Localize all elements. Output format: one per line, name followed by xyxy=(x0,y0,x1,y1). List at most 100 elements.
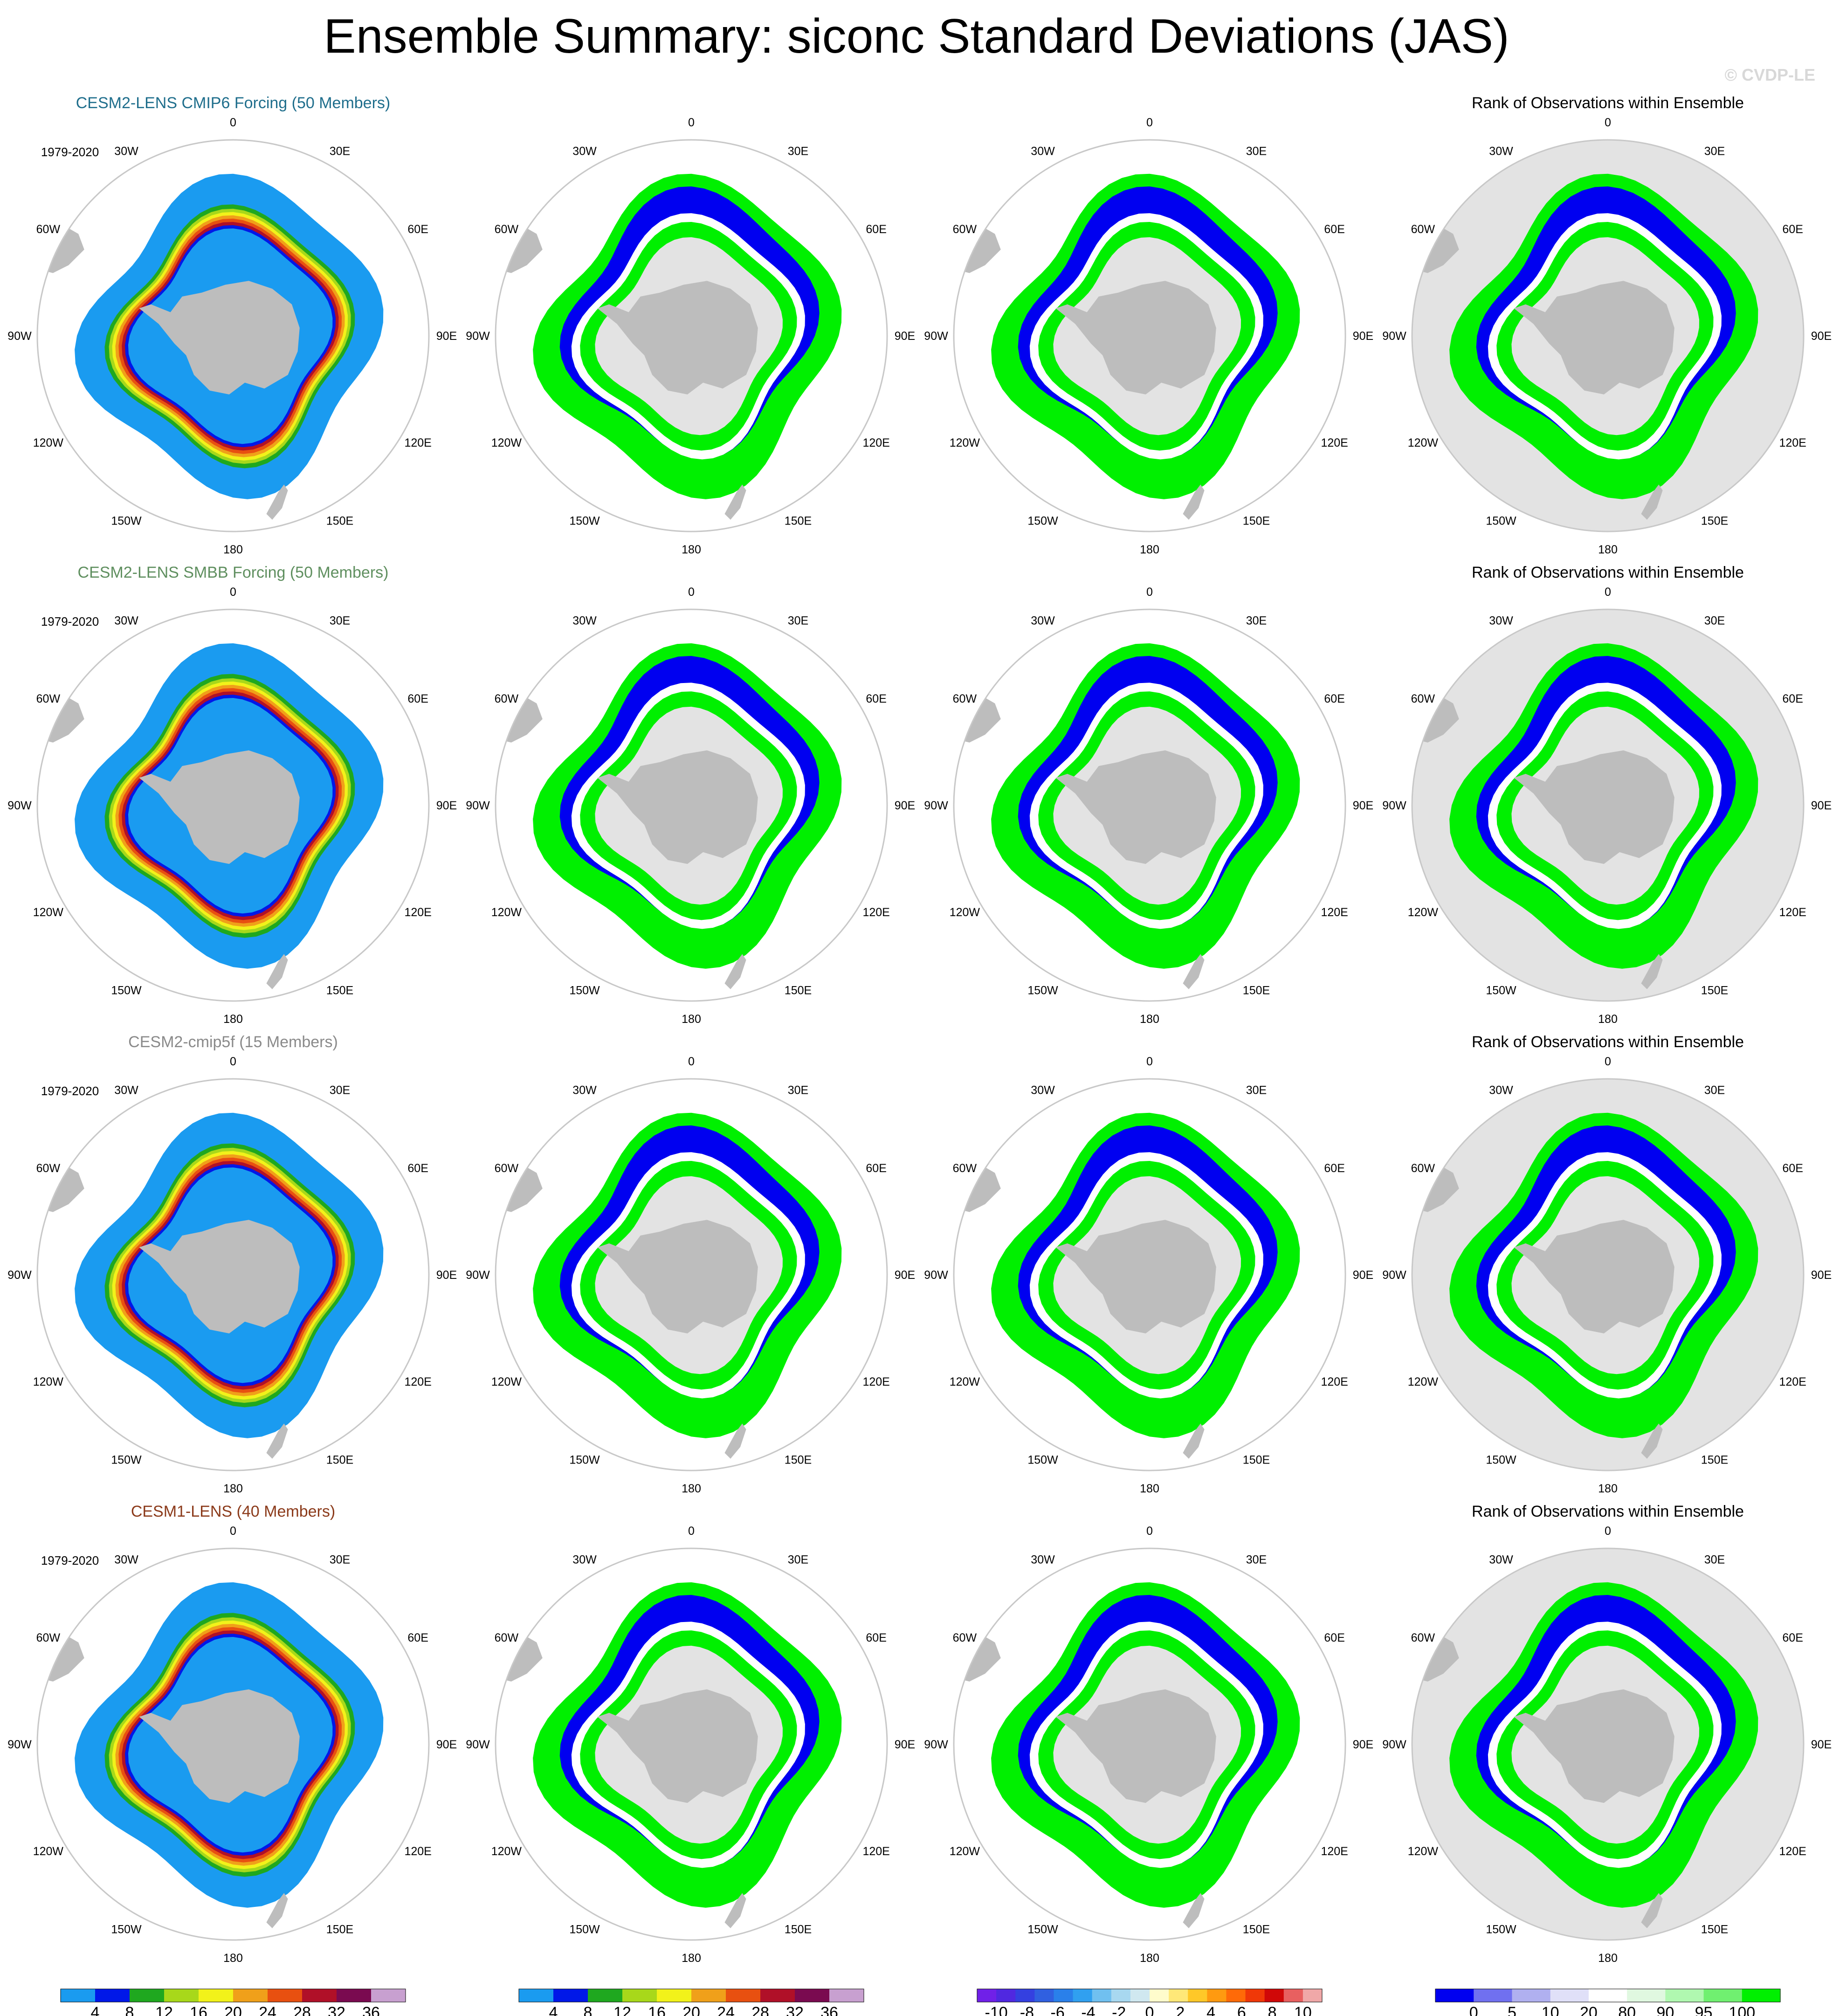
map-border xyxy=(36,608,430,1002)
new-zealand-land xyxy=(266,484,288,520)
lon-label: 60E xyxy=(1782,1162,1803,1175)
colorbar-swatch xyxy=(553,1989,588,2002)
lon-label: 150E xyxy=(1243,1923,1270,1936)
lon-label: 150E xyxy=(326,984,353,997)
lon-label: 180 xyxy=(223,1013,243,1026)
lon-label: 60E xyxy=(1782,223,1803,236)
lon-label: 30W xyxy=(114,145,138,158)
colorbar-swatch xyxy=(588,1989,623,2002)
map-border xyxy=(495,1078,888,1471)
lon-label: 150W xyxy=(111,1454,142,1467)
colorbar-swatch xyxy=(1435,1989,1474,2002)
map-rank-3: 0 30E 60E 90E 120E 150E 180 150W 120W 90W 60W 30W Ra… xyxy=(1382,1033,1832,1495)
colorbar-swatch xyxy=(268,1989,303,2002)
antarctica-land xyxy=(1055,1689,1216,1803)
colorbar-swatch xyxy=(691,1989,726,2002)
lon-label: 120E xyxy=(1779,1375,1806,1388)
colorbar-tick-label: 0 xyxy=(1145,2004,1154,2016)
colorbar-swatch xyxy=(1207,1989,1227,2002)
lon-label: 0 xyxy=(230,1055,236,1068)
map-border xyxy=(36,1078,430,1471)
colorbar-swatch xyxy=(519,1989,554,2002)
colorbar-tick-label: 8 xyxy=(125,2004,134,2016)
lon-label: 0 xyxy=(1146,1525,1153,1538)
lon-label: 90W xyxy=(466,1738,490,1751)
lon-label: 150E xyxy=(326,1923,353,1936)
lon-label: 180 xyxy=(1140,1482,1159,1495)
antarctica-land xyxy=(1055,1220,1216,1333)
lon-label: 90E xyxy=(1811,1269,1832,1282)
colorbar-swatch xyxy=(1742,1989,1781,2002)
lon-label: 180 xyxy=(682,1952,701,1965)
colorbar-tick-label: -2 xyxy=(1112,2004,1126,2016)
colorbar-tick-label: 4 xyxy=(91,2004,100,2016)
lon-label: 60W xyxy=(1411,1162,1435,1175)
lon-label: 0 xyxy=(1605,116,1611,129)
colorbar-swatch xyxy=(1034,1989,1054,2002)
colorbar-swatch xyxy=(1169,1989,1188,2002)
lon-label: 120W xyxy=(491,1375,522,1388)
lon-label: 30W xyxy=(1031,1553,1055,1566)
lon-label: 90W xyxy=(7,1269,32,1282)
colorbar-swatch xyxy=(760,1989,795,2002)
colorbar-swatch xyxy=(1588,1989,1627,2002)
lon-label: 150E xyxy=(1243,1454,1270,1467)
lon-label: 60W xyxy=(953,1631,977,1644)
colorbar-tick-label: 24 xyxy=(259,2004,276,2016)
lon-label: 60W xyxy=(495,1162,519,1175)
new-zealand-land xyxy=(724,484,746,520)
lon-label: 30W xyxy=(114,614,138,627)
lon-label: 120W xyxy=(950,1375,980,1388)
lon-label: 150W xyxy=(569,515,600,528)
lon-label: 30W xyxy=(1489,1553,1513,1566)
colorbar-swatch xyxy=(1245,1989,1265,2002)
lon-label: 30W xyxy=(572,145,597,158)
colorbar-swatch xyxy=(1226,1989,1246,2002)
colorbar-frame xyxy=(518,1988,864,2002)
lon-label: 30E xyxy=(330,1553,350,1566)
lon-label: 120W xyxy=(1408,1845,1439,1858)
lon-label: 120W xyxy=(33,436,64,449)
antarctica-land xyxy=(1514,750,1675,864)
colorbar-frame xyxy=(60,1988,406,2002)
panel-title-rank: Rank of Observations within Ensemble xyxy=(1472,1033,1744,1051)
lon-label: 90E xyxy=(895,1738,915,1751)
colorbar-tick-label: 12 xyxy=(613,2004,631,2016)
lon-label: 180 xyxy=(682,1482,701,1495)
map-rank-1: 0 30E 60E 90E 120E 150E 180 150W 120W 90W 60W 30W Ra… xyxy=(1382,94,1832,556)
lon-label: 120E xyxy=(1321,1375,1348,1388)
map-observations-4: 0 30E 60E 90E 120E 150E 180 150W 120W 90W 60W 30W xyxy=(466,1525,915,1965)
panel-title-model: CESM1-LENS (40 Members) xyxy=(131,1503,335,1520)
lon-label: 180 xyxy=(223,1482,243,1495)
lon-label: 120E xyxy=(862,906,889,919)
lon-label: 90E xyxy=(436,330,457,343)
lon-label: 120W xyxy=(491,436,522,449)
lon-label: 120W xyxy=(491,906,522,919)
map-observations-2: 0 30E 60E 90E 120E 150E 180 150W 120W 90W 60W 30W xyxy=(466,586,915,1026)
lon-label: 120W xyxy=(491,1845,522,1858)
lon-label: 180 xyxy=(682,1013,701,1026)
lon-label: 120E xyxy=(404,1845,431,1858)
lon-label: 150W xyxy=(111,984,142,997)
colorbar-tick-label: 90 xyxy=(1656,2004,1674,2016)
lon-label: 60W xyxy=(36,223,61,236)
colorbar-swatch xyxy=(726,1989,761,2002)
lon-label: 90E xyxy=(436,1738,457,1751)
lon-label: 90W xyxy=(466,799,490,812)
lon-label: 150E xyxy=(326,1454,353,1467)
period-label: 1979-2020 xyxy=(41,145,99,159)
colorbar-swatch xyxy=(1188,1989,1207,2002)
lon-label: 0 xyxy=(688,1525,695,1538)
map-border xyxy=(36,139,430,532)
new-zealand-land xyxy=(1183,954,1205,989)
lon-label: 150W xyxy=(1486,1454,1516,1467)
lon-label: 90W xyxy=(924,330,948,343)
antarctica-land xyxy=(139,1689,300,1803)
map-border xyxy=(953,1547,1346,1941)
lon-label: 30W xyxy=(1031,614,1055,627)
lon-label: 30E xyxy=(330,614,350,627)
lon-label: 60E xyxy=(1324,223,1344,236)
colorbar-swatch xyxy=(1283,1989,1303,2002)
lon-label: 60E xyxy=(407,223,428,236)
new-zealand-land xyxy=(724,1423,746,1459)
